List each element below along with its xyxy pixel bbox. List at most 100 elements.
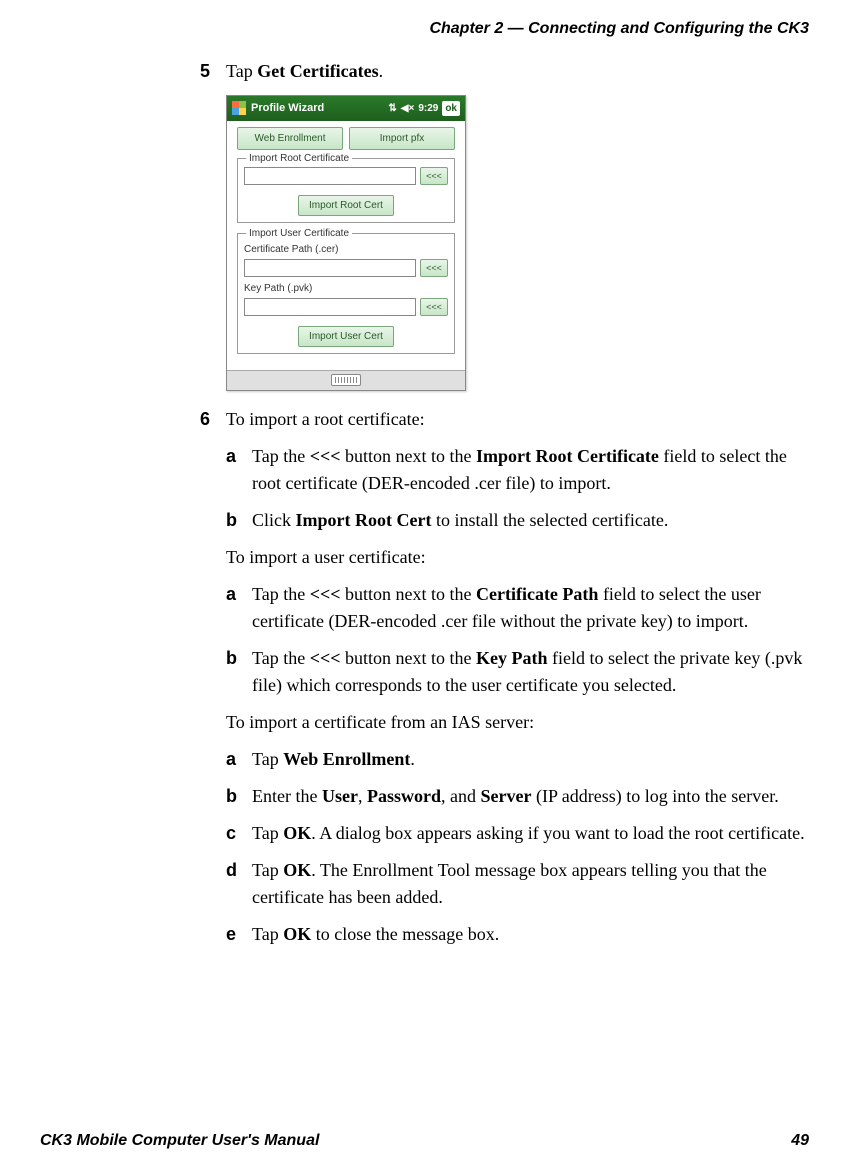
import-root-cert-button[interactable]: Import Root Cert — [298, 195, 394, 216]
bold-text: Certificate Path — [476, 584, 598, 604]
clock: 9:29 — [418, 101, 438, 116]
keyboard-icon[interactable] — [331, 374, 361, 386]
substep-user-b: b Tap the <<< button next to the Key Pat… — [226, 645, 809, 699]
web-enrollment-button[interactable]: Web Enrollment — [237, 127, 343, 150]
text: Tap — [252, 749, 283, 769]
bold-text: Web Enrollment — [283, 749, 410, 769]
text: Tap — [252, 823, 283, 843]
substep-ias-c: c Tap OK. A dialog box appears asking if… — [226, 820, 809, 847]
browse-button[interactable]: <<< — [420, 259, 448, 277]
substep-text: Tap Web Enrollment. — [252, 746, 809, 773]
cert-path-label: Certificate Path (.cer) — [244, 242, 448, 257]
text: button next to the — [341, 648, 476, 668]
substep-letter: a — [226, 581, 252, 635]
text: (IP address) to log into the server. — [531, 786, 778, 806]
fieldset-legend: Import User Certificate — [246, 226, 352, 241]
text: , — [358, 786, 367, 806]
windows-icon — [232, 101, 246, 115]
page-footer: CK3 Mobile Computer User's Manual 49 — [0, 1132, 849, 1150]
text: , and — [441, 786, 481, 806]
step-number: 6 — [200, 406, 226, 433]
import-user-cert-button[interactable]: Import User Cert — [298, 326, 394, 347]
substep-6b: b Click Import Root Cert to install the … — [226, 507, 809, 534]
text: . — [410, 749, 415, 769]
browse-button[interactable]: <<< — [420, 167, 448, 185]
status-icons: ⇅ ◀× 9:29 ok — [388, 101, 460, 116]
substep-text: Enter the User, Password, and Server (IP… — [252, 783, 809, 810]
key-path-label: Key Path (.pvk) — [244, 281, 448, 296]
bold-text: Server — [480, 786, 531, 806]
import-root-fieldset: Import Root Certificate <<< Import Root … — [237, 158, 455, 223]
profile-wizard-screenshot: Profile Wizard ⇅ ◀× 9:29 ok Web Enrollme… — [226, 95, 466, 391]
substep-ias-e: e Tap OK to close the message box. — [226, 921, 809, 948]
text: to install the selected certificate. — [431, 510, 668, 530]
bottom-bar — [227, 370, 465, 390]
root-cert-input[interactable] — [244, 167, 416, 185]
fieldset-legend: Import Root Certificate — [246, 151, 352, 166]
text: Tap the — [252, 648, 310, 668]
text: Tap — [226, 61, 257, 81]
text: Tap — [252, 860, 283, 880]
text: Tap the — [252, 446, 310, 466]
text: Tap the — [252, 584, 310, 604]
substep-text: Tap OK. The Enrollment Tool message box … — [252, 857, 809, 911]
connectivity-icon: ⇅ — [388, 101, 396, 116]
substep-letter: b — [226, 507, 252, 534]
volume-icon: ◀× — [401, 101, 415, 116]
ias-intro: To import a certificate from an IAS serv… — [226, 709, 809, 736]
substep-letter: a — [226, 443, 252, 497]
text: Tap — [252, 924, 283, 944]
substep-text: Tap the <<< button next to the Certifica… — [252, 581, 809, 635]
substep-text: Click Import Root Cert to install the se… — [252, 507, 809, 534]
chapter-header: Chapter 2 — Connecting and Configuring t… — [0, 0, 849, 38]
text: . — [379, 61, 384, 81]
user-intro: To import a user certificate: — [226, 544, 809, 571]
browse-button[interactable]: <<< — [420, 298, 448, 316]
substep-letter: e — [226, 921, 252, 948]
substep-ias-d: d Tap OK. The Enrollment Tool message bo… — [226, 857, 809, 911]
window-title: Profile Wizard — [251, 100, 324, 117]
window-body: Web Enrollment Import pfx Import Root Ce… — [227, 121, 465, 370]
manual-title: CK3 Mobile Computer User's Manual — [40, 1132, 319, 1150]
substep-6a: a Tap the <<< button next to the Import … — [226, 443, 809, 497]
step-number: 5 — [200, 58, 226, 85]
page-number: 49 — [791, 1132, 809, 1150]
substep-ias-b: b Enter the User, Password, and Server (… — [226, 783, 809, 810]
bold-text: Import Root Cert — [296, 510, 432, 530]
bold-text: OK — [283, 924, 311, 944]
substep-letter: d — [226, 857, 252, 911]
step-5: 5 Tap Get Certificates. — [200, 58, 809, 85]
substep-text: Tap the <<< button next to the Import Ro… — [252, 443, 809, 497]
ok-button[interactable]: ok — [442, 101, 460, 116]
step-6: 6 To import a root certificate: — [200, 406, 809, 433]
step-text: To import a root certificate: — [226, 406, 809, 433]
cert-path-input[interactable] — [244, 259, 416, 277]
substep-text: Tap OK. A dialog box appears asking if y… — [252, 820, 809, 847]
substep-letter: b — [226, 645, 252, 699]
text: button next to the — [341, 446, 476, 466]
substep-letter: c — [226, 820, 252, 847]
window-title-bar: Profile Wizard ⇅ ◀× 9:29 ok — [227, 96, 465, 121]
key-path-input[interactable] — [244, 298, 416, 316]
text: . The Enrollment Tool message box appear… — [252, 860, 767, 907]
bold-text: <<< — [310, 446, 341, 466]
import-pfx-button[interactable]: Import pfx — [349, 127, 455, 150]
bold-text: <<< — [310, 584, 341, 604]
bold-text: Import Root Certificate — [476, 446, 659, 466]
text: Click — [252, 510, 296, 530]
substep-user-a: a Tap the <<< button next to the Certifi… — [226, 581, 809, 635]
bold-text: OK — [283, 860, 311, 880]
bold-text: User — [322, 786, 358, 806]
substep-letter: b — [226, 783, 252, 810]
text: . A dialog box appears asking if you wan… — [311, 823, 804, 843]
text: Enter the — [252, 786, 322, 806]
bold-text: OK — [283, 823, 311, 843]
bold-text: <<< — [310, 648, 341, 668]
substep-text: Tap the <<< button next to the Key Path … — [252, 645, 809, 699]
text: to close the message box. — [311, 924, 499, 944]
bold-text: Get Certificates — [257, 61, 378, 81]
bold-text: Key Path — [476, 648, 548, 668]
text: button next to the — [341, 584, 476, 604]
substep-ias-a: a Tap Web Enrollment. — [226, 746, 809, 773]
bold-text: Password — [367, 786, 441, 806]
